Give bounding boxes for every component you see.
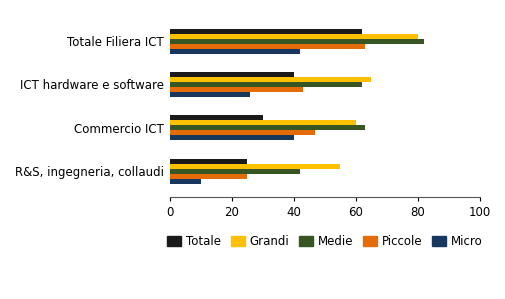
Bar [169, 72, 293, 77]
Bar [169, 29, 361, 33]
Bar [169, 135, 293, 140]
Bar [169, 39, 423, 44]
Bar [169, 33, 417, 39]
Bar [169, 164, 339, 169]
Bar [169, 82, 361, 87]
Bar [169, 169, 299, 174]
Bar [169, 44, 364, 48]
Bar [169, 174, 246, 179]
Bar [169, 115, 262, 120]
Bar [169, 130, 315, 135]
Bar [169, 48, 299, 54]
Bar [169, 120, 355, 125]
Bar [169, 77, 371, 82]
Bar [169, 92, 250, 97]
Bar [169, 125, 364, 130]
Bar [169, 87, 302, 92]
Bar [169, 179, 200, 184]
Legend: Totale, Grandi, Medie, Piccole, Micro: Totale, Grandi, Medie, Piccole, Micro [162, 231, 486, 253]
Bar [169, 159, 246, 164]
